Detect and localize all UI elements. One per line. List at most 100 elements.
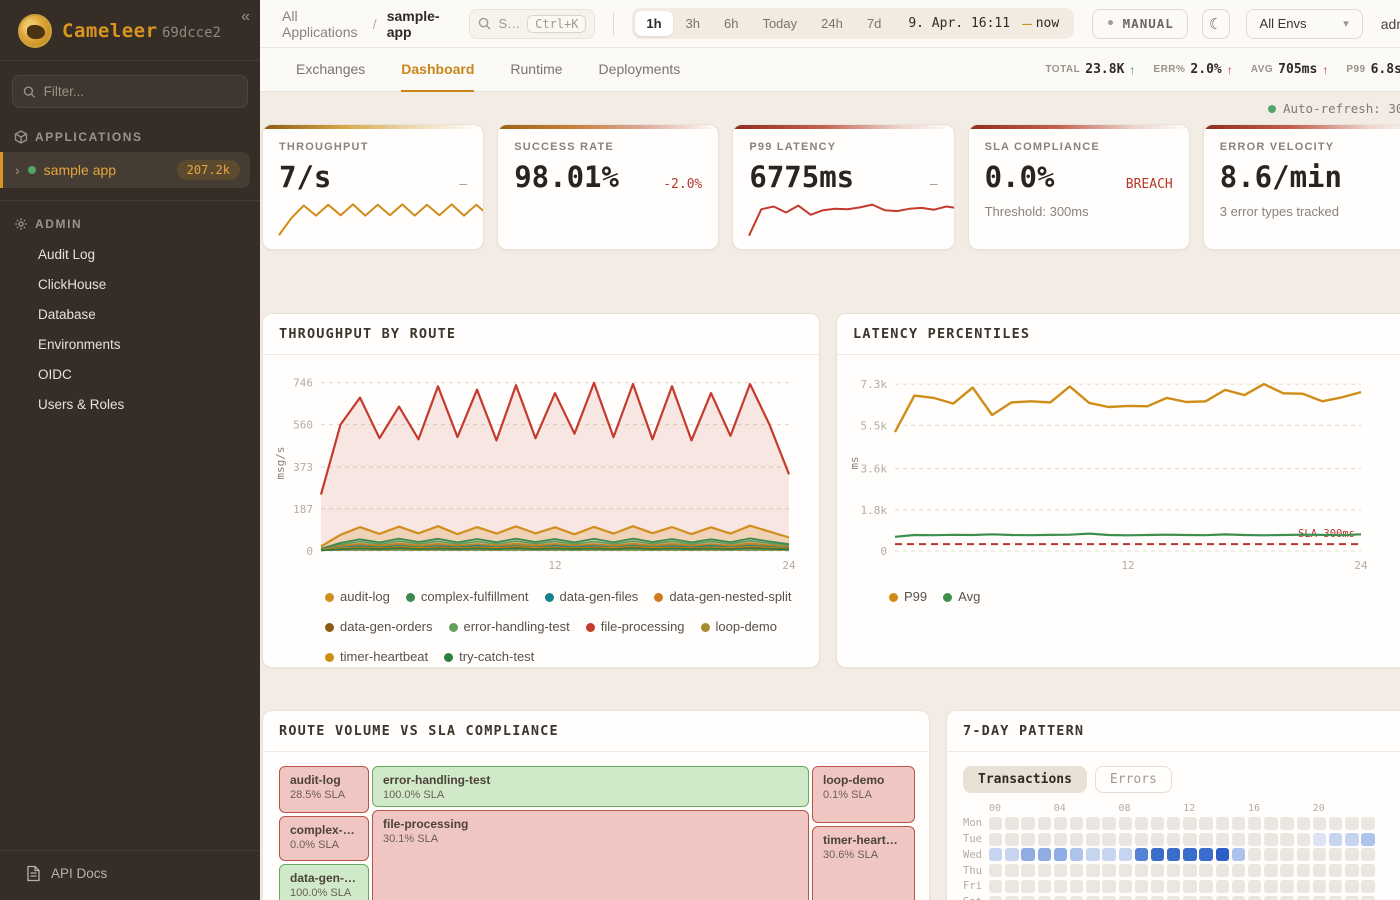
- heatmap-cell[interactable]: [1328, 864, 1343, 878]
- heatmap-cell[interactable]: [1328, 816, 1343, 830]
- theme-toggle-button[interactable]: ☾: [1201, 8, 1230, 39]
- heatmap-cell[interactable]: [1053, 864, 1068, 878]
- heatmap-cell[interactable]: [1069, 864, 1084, 878]
- chevron-right-icon[interactable]: ›: [15, 162, 20, 178]
- heatmap-cell[interactable]: [1345, 864, 1359, 878]
- treemap-tile-timer-heartbeat[interactable]: timer-heartbeat 30.6% SLA: [812, 826, 915, 900]
- heatmap-cell[interactable]: [1150, 848, 1165, 862]
- heatmap-cell[interactable]: [1345, 832, 1359, 846]
- heatmap-cell[interactable]: [1053, 816, 1068, 830]
- heatmap-cell[interactable]: [1345, 895, 1359, 900]
- heatmap-cell[interactable]: [1215, 879, 1230, 893]
- heatmap-cell[interactable]: [1167, 832, 1181, 846]
- heatmap-cell[interactable]: [1215, 832, 1230, 846]
- legend-item[interactable]: data-gen-files: [544, 582, 638, 612]
- heatmap-cell[interactable]: [1296, 879, 1310, 893]
- heatmap-cell[interactable]: [1021, 864, 1035, 878]
- heatmap-cell[interactable]: [1037, 816, 1051, 830]
- treemap-tile-audit-log[interactable]: audit-log 28.5% SLA: [279, 766, 369, 813]
- heatmap-cell[interactable]: [1183, 816, 1197, 830]
- heatmap-cell[interactable]: [1134, 879, 1149, 893]
- heatmap-cell[interactable]: [1021, 848, 1035, 862]
- heatmap-cell[interactable]: [1037, 848, 1051, 862]
- heatmap-cell[interactable]: [1280, 864, 1294, 878]
- global-search[interactable]: S… Ctrl+K: [469, 8, 596, 39]
- heatmap-cell[interactable]: [1167, 848, 1181, 862]
- manual-refresh-button[interactable]: • MANUAL: [1092, 8, 1188, 39]
- heatmap-cell[interactable]: [1005, 848, 1019, 862]
- heatmap-cell[interactable]: [1312, 895, 1327, 900]
- heatmap-cell[interactable]: [1199, 848, 1213, 862]
- sidebar-item-oidc[interactable]: OIDC: [38, 366, 72, 382]
- legend-item[interactable]: P99: [889, 582, 927, 612]
- heatmap-cell[interactable]: [1345, 879, 1359, 893]
- heatmap-cell[interactable]: [1199, 864, 1213, 878]
- heatmap-cell[interactable]: [1199, 832, 1213, 846]
- heatmap-cell[interactable]: [1248, 848, 1262, 862]
- heatmap-cell[interactable]: [1296, 864, 1310, 878]
- heatmap-cell[interactable]: [1005, 832, 1019, 846]
- heatmap-cell[interactable]: [1118, 816, 1132, 830]
- heatmap-cell[interactable]: [1167, 895, 1181, 900]
- heatmap-cell[interactable]: [1199, 895, 1213, 900]
- toggle-errors[interactable]: Errors: [1094, 766, 1172, 793]
- heatmap-cell[interactable]: [989, 864, 1003, 878]
- heatmap-cell[interactable]: [1231, 848, 1246, 862]
- heatmap-cell[interactable]: [1086, 816, 1100, 830]
- heatmap-cell[interactable]: [1280, 816, 1294, 830]
- heatmap-cell[interactable]: [1037, 832, 1051, 846]
- heatmap-cell[interactable]: [1328, 895, 1343, 900]
- heatmap-cell[interactable]: [1118, 879, 1132, 893]
- heatmap-cell[interactable]: [1183, 895, 1197, 900]
- heatmap-cell[interactable]: [1118, 832, 1132, 846]
- heatmap-cell[interactable]: [1361, 864, 1375, 878]
- legend-item[interactable]: try-catch-test: [444, 642, 534, 667]
- heatmap-cell[interactable]: [989, 816, 1003, 830]
- filter-input[interactable]: [43, 84, 237, 99]
- heatmap-cell[interactable]: [1037, 879, 1051, 893]
- sidebar-collapse-icon[interactable]: «: [241, 8, 250, 25]
- heatmap-cell[interactable]: [1086, 832, 1100, 846]
- legend-item[interactable]: data-gen-orders: [325, 612, 433, 642]
- heatmap-cell[interactable]: [1102, 832, 1116, 846]
- heatmap-cell[interactable]: [1021, 832, 1035, 846]
- heatmap-cell[interactable]: [1248, 895, 1262, 900]
- heatmap-cell[interactable]: [1215, 848, 1230, 862]
- heatmap-cell[interactable]: [1134, 816, 1149, 830]
- tab-runtime[interactable]: Runtime: [510, 60, 563, 77]
- heatmap-cell[interactable]: [1102, 895, 1116, 900]
- heatmap-cell[interactable]: [1021, 816, 1035, 830]
- heatmap-cell[interactable]: [1037, 895, 1051, 900]
- tab-exchanges[interactable]: Exchanges: [296, 60, 366, 77]
- heatmap-cell[interactable]: [1167, 864, 1181, 878]
- heatmap-cell[interactable]: [1134, 832, 1149, 846]
- heatmap-cell[interactable]: [1086, 895, 1100, 900]
- sidebar-item-sample-app[interactable]: › sample app 207.2k: [0, 152, 250, 188]
- heatmap-cell[interactable]: [1248, 816, 1262, 830]
- heatmap-cell[interactable]: [1361, 848, 1375, 862]
- heatmap-cell[interactable]: [1102, 864, 1116, 878]
- heatmap-cell[interactable]: [989, 879, 1003, 893]
- tab-deployments[interactable]: Deployments: [598, 60, 681, 77]
- heatmap-cell[interactable]: [1053, 848, 1068, 862]
- heatmap-cell[interactable]: [1328, 832, 1343, 846]
- heatmap-cell[interactable]: [1215, 816, 1230, 830]
- heatmap-cell[interactable]: [1086, 879, 1100, 893]
- heatmap-cell[interactable]: [1150, 879, 1165, 893]
- heatmap-cell[interactable]: [1296, 816, 1310, 830]
- heatmap-cell[interactable]: [1150, 895, 1165, 900]
- heatmap-cell[interactable]: [1215, 864, 1230, 878]
- heatmap-cell[interactable]: [1069, 895, 1084, 900]
- heatmap-cell[interactable]: [1296, 848, 1310, 862]
- treemap-tile-loop-demo[interactable]: loop-demo 0.1% SLA: [812, 766, 915, 823]
- heatmap-cell[interactable]: [1134, 895, 1149, 900]
- heatmap-cell[interactable]: [1296, 832, 1310, 846]
- heatmap-cell[interactable]: [1069, 848, 1084, 862]
- heatmap-cell[interactable]: [1312, 816, 1327, 830]
- sidebar-filter[interactable]: [12, 75, 248, 108]
- heatmap-cell[interactable]: [1005, 895, 1019, 900]
- breadcrumb-root[interactable]: All Applications: [282, 7, 358, 40]
- heatmap-cell[interactable]: [1328, 879, 1343, 893]
- heatmap-cell[interactable]: [1264, 895, 1278, 900]
- heatmap-cell[interactable]: [1312, 848, 1327, 862]
